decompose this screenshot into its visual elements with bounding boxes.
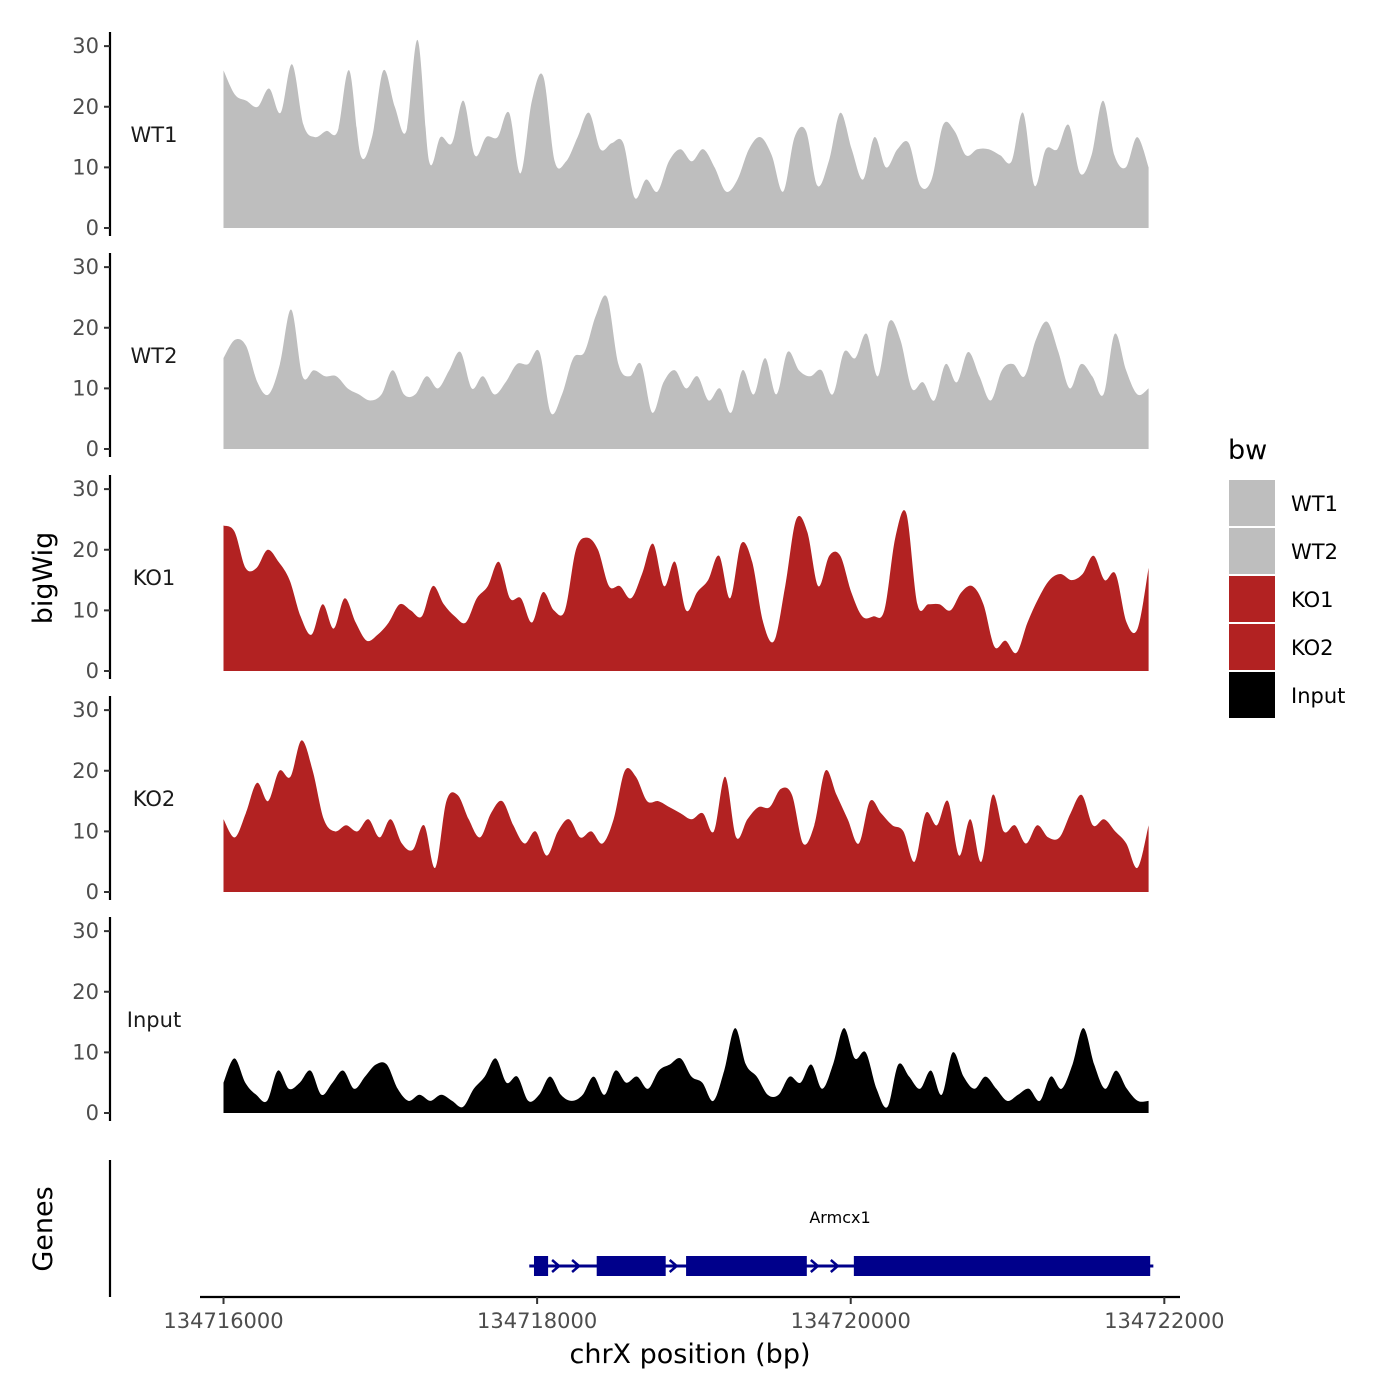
y-tick-label: 0 xyxy=(86,216,99,240)
gene-strand-arrow xyxy=(830,1259,840,1273)
x-tick-label: 134716000 xyxy=(163,1309,283,1333)
x-tick-label: 134718000 xyxy=(477,1309,597,1333)
x-tick-label: 134720000 xyxy=(791,1309,911,1333)
area-wt1 xyxy=(223,39,1149,228)
track-label-ko2: KO2 xyxy=(133,787,176,811)
track-label-input: Input xyxy=(127,1008,181,1032)
y-tick-label: 0 xyxy=(86,880,99,904)
y-tick-label: 0 xyxy=(86,659,99,683)
y-axis-title: bigWig xyxy=(28,532,59,625)
x-tick-label: 134722000 xyxy=(1104,1309,1224,1333)
y-tick-label: 10 xyxy=(72,598,99,622)
y-tick-label: 30 xyxy=(72,698,99,722)
gene-strand-arrow xyxy=(571,1259,582,1273)
y-tick-label: 0 xyxy=(86,1101,99,1125)
track-wt2: 0 10 20 30 WT2 xyxy=(72,253,1149,461)
genes-panel: Armcx1 xyxy=(108,1160,1154,1297)
legend-label-ko2: KO2 xyxy=(1291,636,1334,660)
legend-label-wt1: WT1 xyxy=(1291,492,1338,516)
track-label-wt1: WT1 xyxy=(131,123,178,147)
gene-strand-arrow xyxy=(551,1259,562,1273)
legend-label-input: Input xyxy=(1291,684,1345,708)
legend-title: bw xyxy=(1228,435,1267,466)
area-ko2 xyxy=(223,740,1149,892)
y-tick-label: 30 xyxy=(72,477,99,501)
y-tick-label: 20 xyxy=(72,95,99,119)
legend-label-wt2: WT2 xyxy=(1291,540,1338,564)
legend: bw WT1 WT2 KO1 KO2 Input xyxy=(1228,435,1345,718)
y-tick-label: 30 xyxy=(72,34,99,58)
legend-swatch-wt1 xyxy=(1229,480,1275,526)
area-input xyxy=(223,1028,1149,1113)
legend-swatch-ko2 xyxy=(1229,624,1275,670)
track-label-wt2: WT2 xyxy=(131,344,178,368)
y-tick-label: 20 xyxy=(72,980,99,1004)
y-tick-label: 30 xyxy=(72,919,99,943)
gene-name-label: Armcx1 xyxy=(809,1208,870,1227)
x-axis: 134716000 134718000 134720000 134722000 xyxy=(163,1295,1224,1333)
track-wt1: 0 10 20 30 WT1 xyxy=(72,32,1149,240)
y-tick-label: 10 xyxy=(72,1040,99,1064)
legend-swatch-input xyxy=(1229,672,1275,718)
area-wt2 xyxy=(223,295,1149,449)
coverage-tracks: 0 10 20 30 WT1 0 10 20 30 WT2 0 10 20 30 KO1 0 10 20 30 KO2… xyxy=(72,32,1149,1125)
track-ko2: 0 10 20 30 KO2 xyxy=(72,696,1149,904)
y-tick-label: 20 xyxy=(72,316,99,340)
legend-label-ko1: KO1 xyxy=(1291,588,1334,612)
gene-strand-arrow xyxy=(810,1259,820,1273)
x-axis-title: chrX position (bp) xyxy=(569,1339,810,1370)
y-tick-label: 30 xyxy=(72,255,99,279)
track-input: 0 10 20 30 Input xyxy=(72,917,1149,1125)
y-tick-label: 10 xyxy=(72,376,99,400)
legend-swatch-ko1 xyxy=(1229,576,1275,622)
genes-panel-title: Genes xyxy=(28,1186,59,1271)
gene-strand-arrow xyxy=(668,1259,679,1273)
y-tick-label: 20 xyxy=(72,759,99,783)
area-ko1 xyxy=(223,510,1149,671)
gene-exon xyxy=(596,1256,666,1276)
gene-exon xyxy=(533,1256,549,1276)
gene-exon xyxy=(686,1256,807,1276)
y-tick-label: 20 xyxy=(72,538,99,562)
y-tick-label: 0 xyxy=(86,437,99,461)
track-ko1: 0 10 20 30 KO1 xyxy=(72,475,1149,683)
track-label-ko1: KO1 xyxy=(133,566,176,590)
y-tick-label: 10 xyxy=(72,155,99,179)
legend-swatch-wt2 xyxy=(1229,528,1275,574)
y-tick-label: 10 xyxy=(72,819,99,843)
gene-exon xyxy=(853,1256,1151,1276)
